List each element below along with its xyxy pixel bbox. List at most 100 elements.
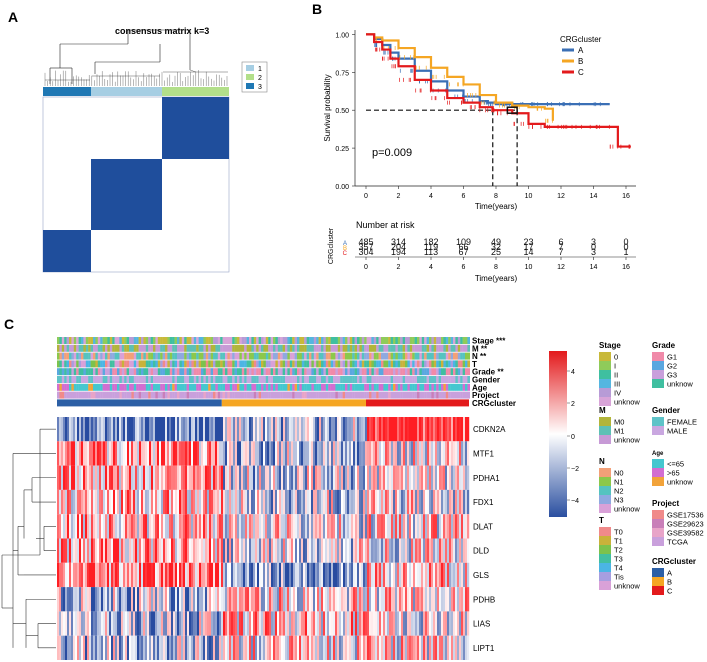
- annotation-cell: [109, 391, 113, 399]
- heatmap-cell: [305, 611, 308, 636]
- heatmap-cell: [441, 538, 444, 563]
- heatmap-cell: [327, 611, 330, 636]
- heatmap-cell: [273, 489, 276, 515]
- annotation-cell: [263, 376, 266, 383]
- annotation-cell: [261, 360, 264, 368]
- annotation-cell: [436, 337, 439, 344]
- heatmap-cell: [409, 465, 412, 490]
- legend-swatch-2: [246, 74, 254, 80]
- annotation-cell: [141, 376, 144, 383]
- heatmap-cell: [127, 538, 130, 563]
- legend-swatch-gender: [652, 426, 664, 435]
- heatmap-cell: [463, 587, 466, 612]
- annotation-cell: [201, 352, 204, 360]
- heatmap-cell: [427, 417, 430, 442]
- annotation-cell: [282, 352, 286, 360]
- annotation-cell: [141, 344, 144, 352]
- heatmap-cell: [325, 489, 328, 515]
- heatmap-cell: [221, 587, 224, 612]
- annotation-cell: [345, 383, 348, 391]
- heatmap-cell: [381, 611, 384, 636]
- heatmap-cell: [447, 587, 450, 612]
- annotation-cell: [354, 368, 358, 376]
- annotation-cell: [222, 337, 226, 344]
- heatmap-cell: [275, 562, 278, 588]
- heatmap-cell: [295, 417, 298, 442]
- annotation-cell: [369, 344, 372, 352]
- heatmap-cell: [257, 441, 260, 466]
- heatmap-cell: [403, 417, 406, 442]
- annotation-cell: [376, 337, 379, 344]
- heatmap-cell: [149, 587, 152, 612]
- heatmap-cell: [459, 635, 462, 660]
- annotation-cell: [239, 383, 242, 391]
- annotation-cell: [109, 352, 113, 360]
- heatmap-cell: [449, 489, 452, 515]
- heatmap-cell: [85, 465, 88, 490]
- heatmap-cell: [297, 635, 300, 660]
- heatmap-cell: [223, 587, 226, 612]
- legend-swatch-crgcluster: [652, 568, 664, 577]
- annotation-cell: [126, 337, 130, 344]
- heatmap-cell: [95, 417, 98, 442]
- heatmap-cell: [429, 441, 432, 466]
- heatmap-cell: [83, 562, 86, 588]
- heatmap-cell: [229, 417, 232, 442]
- risk-x-tick-label: 10: [525, 264, 533, 271]
- annotation-cell: [453, 383, 456, 391]
- heatmap-cell: [293, 465, 296, 490]
- heatmap-cell: [253, 465, 256, 490]
- annotation-cell: [165, 360, 168, 368]
- risk-count: 32: [491, 242, 501, 252]
- annotation-cell: [189, 337, 192, 344]
- heatmap-cell: [183, 489, 186, 515]
- heatmap-cell: [309, 465, 312, 490]
- legend-swatch-t: [599, 545, 611, 554]
- risk-count: 109: [456, 237, 471, 247]
- heatmap-cell: [263, 514, 266, 539]
- annotation-cell: [193, 391, 197, 399]
- heatmap-cell: [147, 514, 150, 539]
- heatmap-cell: [195, 514, 198, 539]
- risk-x-tick-label: 14: [590, 264, 598, 271]
- heatmap-cell: [321, 441, 324, 466]
- heatmap-cell: [295, 465, 298, 490]
- annotation-cell: [241, 391, 245, 399]
- annotation-cell: [316, 352, 319, 360]
- annotation-cell: [438, 391, 442, 399]
- heatmap-cell: [251, 465, 254, 490]
- heatmap-cell: [399, 587, 402, 612]
- heatmap-cell: [257, 562, 260, 588]
- annotation-cell: [93, 368, 96, 376]
- heatmap-cell: [159, 635, 162, 660]
- annotation-cell: [126, 383, 130, 391]
- heatmap-cell: [107, 489, 110, 515]
- annotation-cell: [186, 352, 190, 360]
- heatmap-cell: [349, 587, 352, 612]
- median-marker-box: [506, 106, 518, 114]
- heatmap-cell: [439, 611, 442, 636]
- heatmap-cell: [177, 587, 180, 612]
- heatmap-cell: [185, 514, 188, 539]
- heatmap-cell: [143, 489, 146, 515]
- heatmap-cell: [155, 587, 158, 612]
- heatmap-cell: [283, 465, 286, 490]
- heatmap-cell: [141, 514, 144, 539]
- heatmap-cell: [319, 489, 322, 515]
- annotation-cell: [251, 376, 254, 383]
- heatmap-cell: [387, 441, 390, 466]
- annotation-cell: [174, 344, 178, 352]
- dendro-branch: [189, 69, 197, 73]
- heatmap-cell: [329, 562, 332, 588]
- heatmap-cell: [169, 514, 172, 539]
- heatmap-cell: [287, 514, 290, 539]
- heatmap-cell: [265, 538, 268, 563]
- heatmap-cell: [59, 441, 62, 466]
- heatmap-cell: [83, 441, 86, 466]
- annotation-cell: [220, 376, 223, 383]
- heatmap-cell: [361, 489, 364, 515]
- annotation-cell: [179, 391, 182, 399]
- heatmap-cell: [147, 562, 150, 588]
- heatmap-cell: [371, 587, 374, 612]
- annotation-cell: [448, 352, 451, 360]
